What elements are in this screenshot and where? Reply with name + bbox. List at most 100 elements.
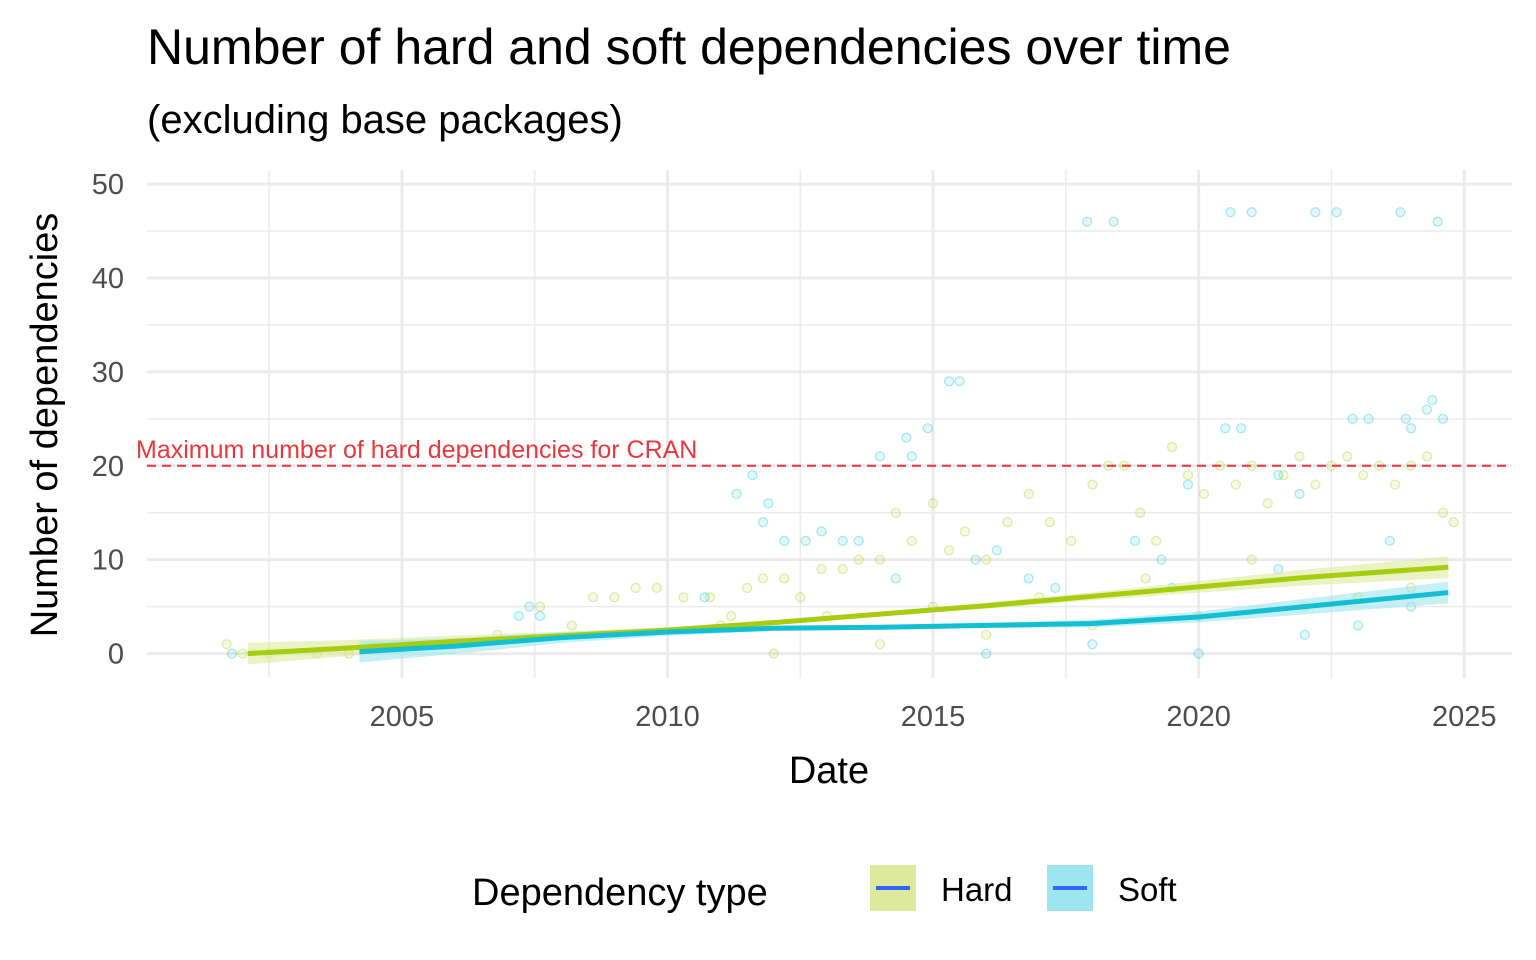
- data-point-soft: [1352, 620, 1364, 631]
- data-point-soft: [1294, 488, 1305, 500]
- data-point-soft: [970, 554, 981, 565]
- trend-line-soft: [359, 590, 1449, 655]
- data-point-hard: [678, 592, 689, 603]
- data-point-soft: [922, 423, 933, 434]
- data-point-soft: [1400, 413, 1411, 424]
- grid-lines: [147, 170, 1512, 678]
- data-point-soft: [1108, 216, 1119, 227]
- legend-item-soft: Soft: [1047, 865, 1177, 911]
- data-point-hard: [943, 545, 955, 556]
- legend: Dependency type Hard Soft: [472, 865, 1177, 914]
- data-point-soft: [1273, 470, 1284, 481]
- data-point-soft: [853, 535, 864, 547]
- data-point-hard: [1437, 507, 1449, 518]
- data-point-hard: [742, 582, 753, 593]
- data-point-hard: [1278, 470, 1289, 481]
- data-point-soft: [699, 592, 710, 603]
- y-tick-label: 50: [92, 169, 124, 201]
- x-tick-label: 2005: [370, 701, 435, 733]
- y-tick-label: 40: [92, 263, 124, 295]
- data-point-soft: [1023, 573, 1034, 584]
- data-point-hard: [758, 573, 769, 584]
- data-point-soft: [1050, 582, 1061, 593]
- data-point-soft: [816, 526, 827, 537]
- data-point-hard: [1342, 451, 1353, 462]
- data-point-hard: [874, 554, 886, 565]
- data-point-hard: [779, 573, 790, 584]
- data-point-soft: [1081, 216, 1093, 227]
- data-point-hard: [795, 592, 806, 603]
- chart-subtitle: (excluding base packages): [147, 98, 623, 142]
- data-point-hard: [959, 526, 971, 537]
- data-point-hard: [1421, 451, 1433, 462]
- x-tick-label: 2025: [1432, 701, 1497, 733]
- data-point-hard: [588, 592, 599, 603]
- data-point-soft: [1437, 413, 1449, 424]
- data-point-hard: [534, 601, 546, 612]
- data-point-soft: [1395, 207, 1406, 218]
- data-point-hard: [874, 639, 886, 650]
- y-axis-title: Number of dependencies: [24, 213, 66, 638]
- data-point-soft: [906, 451, 917, 462]
- data-point-soft: [1347, 413, 1358, 424]
- y-tick-label: 0: [108, 639, 124, 671]
- data-point-soft: [991, 545, 1002, 556]
- data-point-hard: [981, 629, 992, 640]
- trend-line-hard: [247, 564, 1449, 657]
- data-point-hard: [1044, 517, 1056, 528]
- tick-labels: 2005 2010 2015 2020 2025 0 10 20 30 40 50: [92, 169, 1497, 733]
- data-point-hard: [1390, 479, 1401, 490]
- data-point-hard: [630, 582, 641, 593]
- data-point-hard: [1294, 451, 1305, 462]
- data-point-soft: [1156, 554, 1167, 565]
- data-point-hard: [1066, 535, 1077, 547]
- data-point-soft: [943, 376, 955, 387]
- x-tick-label: 2015: [901, 701, 966, 733]
- data-point-soft: [1246, 207, 1257, 218]
- data-point-soft: [890, 573, 901, 584]
- data-point-soft: [758, 517, 769, 528]
- data-point-soft: [1087, 639, 1098, 650]
- data-point-soft: [1236, 423, 1247, 434]
- data-point-soft: [524, 601, 535, 612]
- data-point-hard: [1151, 535, 1162, 547]
- data-point-soft: [763, 498, 774, 509]
- data-point-soft: [800, 535, 811, 547]
- data-point-hard: [704, 592, 716, 603]
- y-tick-label: 30: [92, 357, 124, 389]
- chart-title: Number of hard and soft dependencies ove…: [147, 19, 1231, 75]
- data-point-soft: [731, 488, 742, 500]
- legend-item-hard: Hard: [870, 865, 1013, 911]
- data-point-soft: [1129, 535, 1140, 547]
- data-point-hard: [1448, 517, 1459, 528]
- data-point-soft: [779, 535, 790, 547]
- data-point-hard: [237, 648, 248, 659]
- data-point-hard: [221, 639, 232, 650]
- legend-label-soft: Soft: [1118, 871, 1177, 908]
- data-point-soft: [1432, 216, 1443, 227]
- data-point-hard: [1023, 488, 1034, 500]
- data-point-hard: [1262, 498, 1273, 509]
- scatter-points: [221, 207, 1459, 659]
- data-point-soft: [981, 648, 992, 659]
- reference-line-label: Maximum number of hard dependencies for …: [136, 436, 697, 464]
- y-tick-label: 20: [92, 451, 124, 483]
- data-point-hard: [1135, 507, 1146, 518]
- data-point-hard: [1310, 479, 1321, 490]
- y-tick-label: 10: [92, 545, 124, 577]
- data-point-soft: [1225, 207, 1236, 218]
- x-tick-label: 2020: [1166, 701, 1231, 733]
- data-point-soft: [1193, 648, 1204, 659]
- data-point-soft: [1182, 479, 1194, 490]
- data-point-hard: [927, 498, 939, 509]
- data-point-soft: [901, 432, 912, 443]
- data-point-hard: [837, 563, 848, 575]
- trend-lines: [247, 564, 1449, 657]
- x-tick-label: 2010: [635, 701, 700, 733]
- data-point-hard: [1358, 470, 1369, 481]
- data-point-hard: [1230, 479, 1241, 490]
- data-point-soft: [1421, 404, 1433, 415]
- data-point-soft: [954, 376, 965, 387]
- data-point-soft: [1363, 413, 1374, 424]
